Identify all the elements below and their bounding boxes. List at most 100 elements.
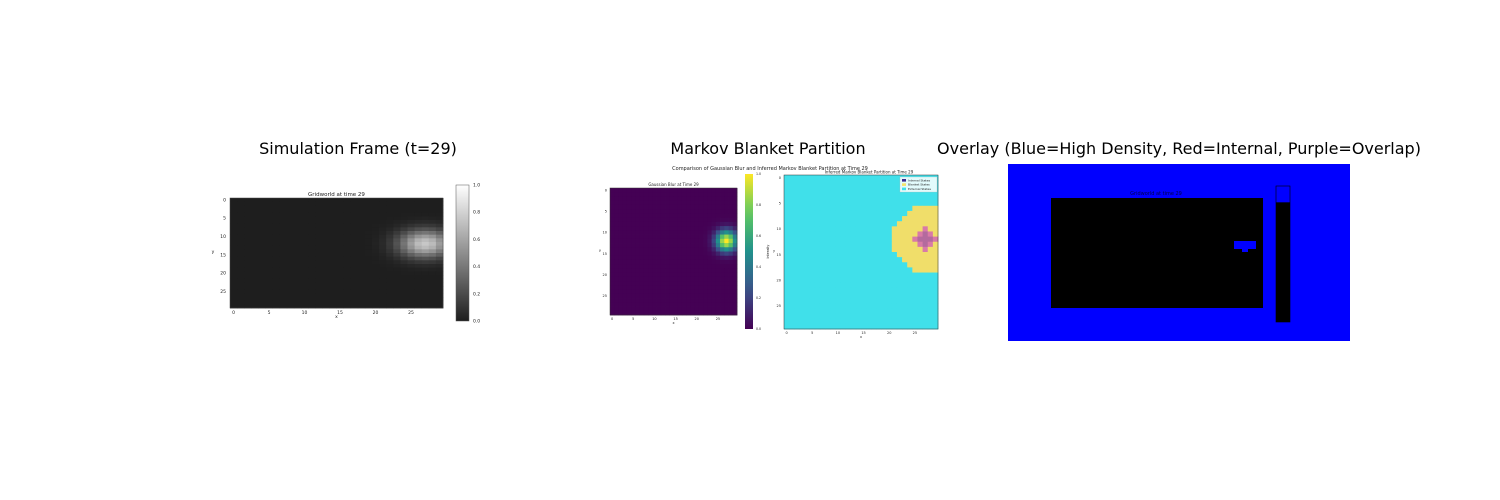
heatmap-cell [322, 223, 330, 228]
heatmap-cell [336, 216, 344, 221]
heatmap-cell [258, 216, 266, 221]
partition-cell [804, 308, 811, 314]
heatmap-cell [614, 285, 619, 290]
heatmap-cell [681, 251, 687, 257]
heatmap-cell [265, 216, 273, 221]
heatmap-cell [724, 209, 729, 214]
partition-cell [855, 241, 862, 248]
partition-cell [830, 200, 836, 207]
heatmap-cell [626, 255, 632, 261]
partition-cell [881, 272, 888, 279]
heatmap-cell [732, 272, 738, 278]
heatmap-cell [265, 245, 273, 250]
overlay-plot-area [1051, 198, 1263, 308]
partition-cell [825, 180, 831, 186]
heatmap-cell [343, 271, 352, 276]
y-tick-label: 0 [779, 176, 781, 180]
heatmap-cell [669, 200, 674, 206]
partition-cell [840, 323, 846, 330]
heatmap-cell [703, 281, 708, 286]
partition-cell [784, 298, 790, 304]
y-tick-label: 5 [605, 209, 607, 213]
partition-cell [866, 308, 872, 314]
partition-cell [896, 180, 903, 186]
heatmap-cell [732, 196, 738, 202]
heatmap-cell [660, 298, 666, 303]
heatmap-cell [665, 221, 670, 227]
partition-cell [861, 231, 867, 237]
partition-cell [835, 236, 841, 243]
heatmap-cell [648, 264, 653, 269]
partition-cell [891, 257, 898, 263]
heatmap-cell [610, 302, 615, 307]
heatmap-cell [279, 209, 288, 214]
heatmap-cell [648, 209, 653, 214]
heatmap-cell [293, 256, 302, 261]
partition-cell [845, 190, 852, 196]
heatmap-cell [244, 264, 252, 269]
heatmap-cell [732, 209, 738, 214]
partition-cell [886, 216, 893, 222]
heatmap-cell [279, 242, 288, 247]
heatmap-cell [372, 242, 380, 247]
heatmap-cell [428, 286, 437, 291]
heatmap-cell [669, 209, 674, 214]
heatmap-cell [732, 255, 738, 261]
partition-cell [886, 323, 893, 330]
partition-cell [932, 267, 939, 273]
partition-cell [891, 313, 898, 320]
heatmap-cell [414, 249, 423, 254]
heatmap-cell [364, 227, 373, 232]
heatmap-cell [715, 188, 721, 193]
heatmap-cell [357, 238, 366, 243]
heatmap-cell [265, 293, 273, 298]
heatmap-cell [665, 209, 670, 214]
heatmap-cell [286, 216, 295, 221]
partition-cell [896, 308, 903, 314]
partition-cell [912, 252, 918, 258]
heatmap-cell [393, 216, 401, 221]
heatmap-cell [350, 293, 359, 298]
heatmap-cell [393, 209, 401, 214]
heatmap-cell [251, 253, 259, 258]
heatmap-cell [618, 310, 624, 316]
heatmap-cell [707, 230, 712, 235]
y-tick-label: 20 [603, 273, 607, 277]
partition-cell [927, 200, 934, 207]
partition-cell [830, 236, 836, 243]
partition-cell [876, 216, 882, 222]
heatmap-cell [703, 247, 708, 252]
heatmap-cell [265, 238, 273, 243]
heatmap-cell [610, 200, 615, 206]
heatmap-cell [407, 289, 415, 294]
partition-cell [866, 323, 872, 330]
heatmap-cell [301, 275, 309, 280]
partition-cell [881, 267, 888, 273]
legend-swatch [902, 187, 906, 191]
partition-cell [871, 221, 877, 227]
heatmap-cell [626, 217, 632, 223]
partition-cell [825, 210, 831, 217]
heatmap-cell [414, 297, 423, 302]
heatmap-cell [656, 268, 662, 274]
heatmap-cell [665, 289, 670, 295]
partition-cell [871, 241, 877, 248]
heatmap-cell [308, 253, 316, 258]
partition-cell [907, 287, 913, 294]
heatmap-cell [618, 281, 624, 286]
heatmap-cell [707, 264, 712, 269]
heatmap-cell [681, 264, 687, 269]
heatmap-cell [244, 245, 252, 250]
heatmap-cell [393, 245, 401, 250]
heatmap-cell [421, 238, 430, 243]
heatmap-cell [379, 198, 387, 203]
heatmap-cell [711, 298, 717, 303]
heatmap-cell [724, 259, 729, 265]
heatmap-cell [715, 243, 721, 248]
heatmap-cell [244, 256, 252, 261]
partition-cell [861, 303, 867, 309]
partition-cell [871, 303, 877, 309]
heatmap-cell [237, 231, 245, 236]
partition-cell [819, 308, 826, 314]
heatmap-cell [656, 226, 662, 231]
